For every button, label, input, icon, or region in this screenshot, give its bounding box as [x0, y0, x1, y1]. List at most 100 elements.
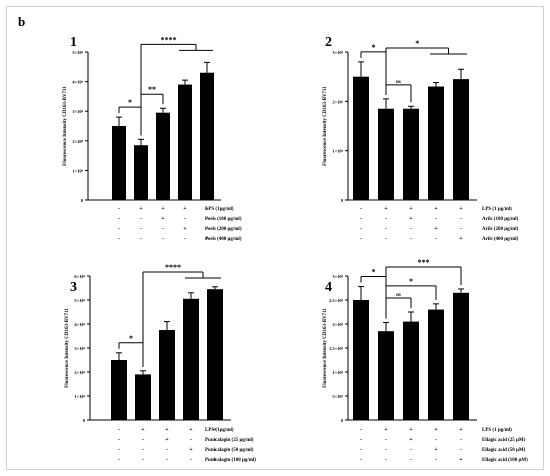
- treatment-mark: +: [409, 216, 413, 222]
- treatment-mark: -: [360, 206, 362, 212]
- y-tick-label: 5×10⁴: [72, 50, 83, 55]
- treatment-mark: -: [140, 216, 142, 222]
- bar: [183, 298, 199, 420]
- treatment-mark: -: [184, 216, 186, 222]
- treatment-mark: +: [189, 447, 193, 453]
- significance-label: ****: [165, 263, 181, 272]
- treatment-mark: +: [384, 206, 388, 212]
- treatment-mark: -: [166, 457, 168, 463]
- treatment-mark: +: [205, 236, 209, 242]
- significance-label: *: [129, 334, 133, 343]
- significance-label: ***: [418, 258, 430, 267]
- bar: [378, 331, 394, 420]
- treatment-mark: -: [162, 226, 164, 232]
- treatment-mark: -: [460, 216, 462, 222]
- significance-label: *: [409, 277, 413, 286]
- treatment-mark: +: [165, 437, 169, 443]
- panel-number: 1: [70, 35, 77, 50]
- y-axis-label: Fluorescence Intensity CD163-BV711: [323, 308, 328, 388]
- treatment-mark: -: [460, 437, 462, 443]
- treatment-mark: -: [385, 447, 387, 453]
- treatment-mark: -: [214, 437, 216, 443]
- treatment-mark: +: [165, 427, 169, 433]
- y-tick-label: 0: [341, 198, 344, 203]
- treatment-mark: -: [410, 447, 412, 453]
- treatment-mark: -: [360, 427, 362, 433]
- significance-label: *: [372, 268, 376, 277]
- significance-label: ****: [161, 35, 177, 44]
- treatment-mark: +: [213, 427, 217, 433]
- treatment-mark: +: [409, 427, 413, 433]
- significance-label: **: [148, 85, 156, 94]
- treatment-mark: -: [385, 437, 387, 443]
- bar: [428, 86, 444, 200]
- treatment-label: LPS (1 µg/ml): [482, 428, 512, 433]
- treatment-mark: -: [460, 447, 462, 453]
- treatment-label: Punicalagin (100 µg/ml): [205, 458, 256, 463]
- bar: [453, 292, 469, 420]
- treatment-mark: +: [161, 206, 165, 212]
- treatment-mark: -: [118, 206, 120, 212]
- panel-number: 2: [325, 35, 332, 50]
- treatment-mark: -: [385, 226, 387, 232]
- treatment-mark: -: [162, 236, 164, 242]
- treatment-label: LPS (1µg/ml): [205, 428, 234, 433]
- y-tick-label: 5×10⁴: [74, 298, 85, 303]
- y-tick-label: 0: [83, 418, 86, 423]
- treatment-mark: -: [142, 437, 144, 443]
- treatment-mark: +: [409, 206, 413, 212]
- bar: [353, 300, 369, 420]
- treatment-mark: -: [206, 226, 208, 232]
- y-axis-label: Fluorescence Intensity CD163-BV711: [63, 86, 68, 166]
- treatment-mark: -: [410, 236, 412, 242]
- significance-label: ns: [396, 293, 401, 298]
- y-tick-label: 0: [341, 418, 344, 423]
- treatment-mark: -: [214, 447, 216, 453]
- treatment-label: Peels (200 µg/ml): [205, 227, 242, 232]
- treatment-mark: +: [459, 457, 463, 463]
- treatment-mark: -: [410, 226, 412, 232]
- bar: [428, 309, 444, 420]
- y-tick-label: 3×10⁴: [332, 274, 343, 279]
- treatment-label: Punicalagin (50 µg/ml): [205, 448, 254, 453]
- treatment-label: Arils (400 µg/ml): [482, 237, 519, 242]
- bar: [178, 84, 192, 200]
- y-axis-label: Fluorescence Intensity CD163-BV711: [65, 308, 70, 388]
- treatment-mark: +: [189, 427, 193, 433]
- treatment-mark: -: [118, 447, 120, 453]
- treatment-mark: -: [360, 447, 362, 453]
- treatment-mark: -: [206, 216, 208, 222]
- treatment-mark: -: [140, 226, 142, 232]
- treatment-mark: -: [360, 437, 362, 443]
- treatment-label: LPS (1 µg/ml): [482, 207, 512, 212]
- significance-label: *: [415, 39, 419, 48]
- y-tick-label: 1.5×10⁴: [329, 346, 344, 351]
- y-tick-label: 1×10⁴: [72, 168, 83, 173]
- bar: [403, 108, 419, 200]
- y-tick-label: 2×10⁴: [332, 322, 343, 327]
- y-tick-label: 3×10⁴: [74, 346, 85, 351]
- y-tick-label: 2×10⁴: [74, 370, 85, 375]
- panel-number: 4: [325, 280, 332, 295]
- treatment-mark: -: [435, 236, 437, 242]
- treatment-mark: +: [141, 427, 145, 433]
- y-tick-label: 2.5×10⁴: [329, 298, 344, 303]
- significance-label: *: [372, 43, 376, 52]
- treatment-mark: -: [360, 216, 362, 222]
- treatment-mark: -: [385, 236, 387, 242]
- bar: [134, 145, 148, 200]
- bar: [135, 374, 151, 420]
- treatment-mark: -: [360, 457, 362, 463]
- treatment-mark: -: [118, 457, 120, 463]
- bar: [112, 126, 126, 200]
- y-tick-label: 2×10⁴: [72, 139, 83, 144]
- treatment-mark: +: [183, 206, 187, 212]
- treatment-label: Ellagic acid (25 µM): [482, 438, 526, 443]
- bar: [111, 360, 127, 420]
- treatment-mark: -: [410, 457, 412, 463]
- treatment-mark: -: [142, 447, 144, 453]
- panel-number: 3: [70, 280, 77, 295]
- treatment-mark: +: [205, 206, 209, 212]
- y-tick-label: 6×10⁴: [74, 274, 85, 279]
- treatment-mark: +: [384, 427, 388, 433]
